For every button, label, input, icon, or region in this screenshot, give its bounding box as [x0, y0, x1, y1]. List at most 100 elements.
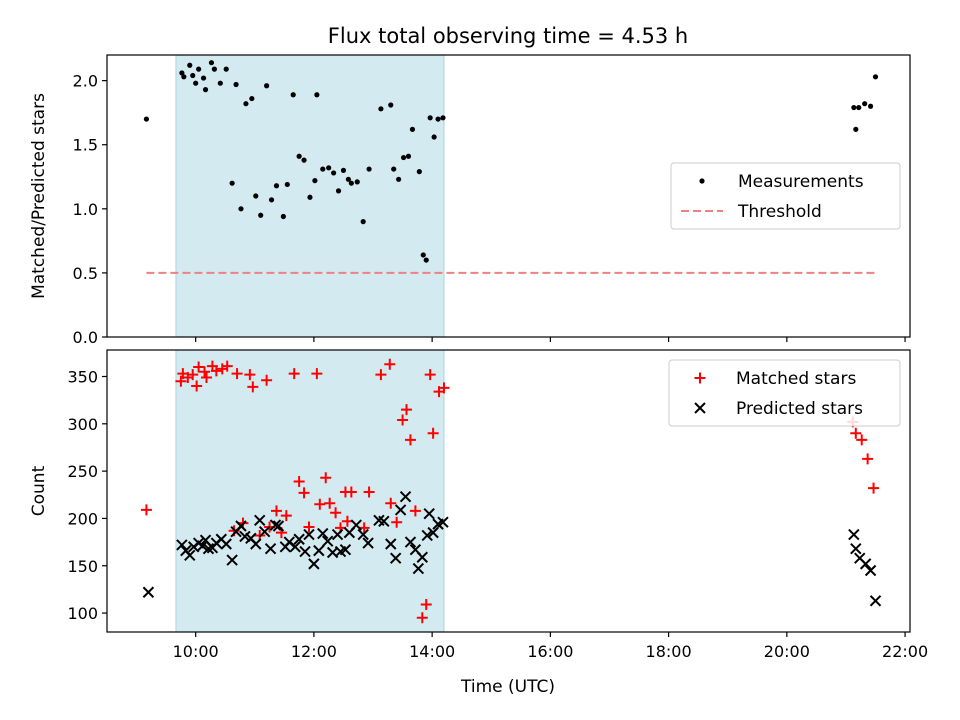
y-axis-label: Matched/Predicted stars: [29, 93, 49, 299]
data-point: [340, 167, 347, 173]
data-point: [296, 153, 302, 159]
data-point: [307, 194, 313, 200]
data-point: [869, 595, 882, 607]
data-point: [280, 510, 292, 522]
legend-box: [670, 162, 901, 230]
legend-marker: [694, 372, 706, 384]
data-point: [140, 504, 152, 516]
data-point: [348, 180, 354, 186]
data-point: [440, 115, 446, 121]
data-point: [220, 538, 232, 550]
data-point: [249, 95, 255, 102]
data-point: [423, 257, 429, 263]
data-point: [261, 374, 273, 386]
data-point: [856, 434, 868, 446]
data-point: [217, 80, 223, 86]
x-tick-label: 18:00: [646, 642, 692, 661]
data-point: [231, 368, 243, 380]
data-point: [250, 538, 262, 550]
data-point: [193, 361, 205, 373]
data-point: [202, 543, 215, 555]
data-point: [290, 92, 296, 98]
data-point: [190, 72, 196, 79]
data-point: [404, 536, 417, 548]
data-point: [301, 157, 307, 163]
data-point: [264, 83, 270, 89]
data-point: [848, 528, 860, 541]
data-point: [208, 60, 215, 66]
data-point: [401, 404, 413, 416]
data-point: [293, 533, 305, 545]
data-point: [142, 586, 155, 598]
data-point: [412, 562, 425, 575]
data-point: [196, 66, 202, 72]
data-point: [211, 66, 217, 72]
data-point: [362, 537, 374, 549]
data-point: [409, 505, 421, 517]
data-point: [335, 188, 342, 194]
y-axis-label: Count: [29, 465, 49, 516]
data-point: [851, 104, 857, 111]
data-point: [385, 538, 397, 550]
data-point: [397, 414, 409, 426]
data-point: [384, 358, 396, 370]
data-point: [868, 482, 880, 494]
data-point: [427, 526, 439, 539]
data-point: [862, 453, 874, 465]
x-tick-label: 14:00: [409, 642, 455, 661]
series-measurements: [143, 60, 879, 263]
count-panel: 100 150 200 250 300 350 10:00 12:00 14:00 16:00 18…: [29, 349, 928, 661]
data-point: [405, 153, 412, 159]
ratio-panel: 0.0 0.5 1.0 1.5 2.0 Matched/Predicted stars Me…: [29, 54, 911, 347]
data-point: [268, 197, 275, 203]
data-point: [437, 516, 449, 528]
data-point: [399, 490, 412, 503]
data-point: [229, 180, 235, 186]
x-tick-label: 22:00: [882, 642, 928, 661]
observing-interval-shade: [175, 350, 444, 632]
data-point: [187, 369, 199, 381]
x-tick-label: 20:00: [764, 642, 810, 661]
legend: Matched stars Predicted stars: [668, 359, 901, 427]
y-tick-label: 0.5: [73, 264, 98, 283]
data-point: [221, 360, 233, 372]
legend-label: Predicted stars: [736, 399, 863, 419]
legend-box: [668, 359, 901, 427]
data-point: [400, 154, 407, 161]
data-point: [341, 515, 353, 527]
x-tick-label: 12:00: [291, 642, 337, 661]
y-tick-label: 2.0: [73, 72, 98, 91]
data-point: [210, 365, 222, 377]
data-point: [244, 369, 256, 381]
data-point: [272, 520, 285, 532]
data-point: [326, 165, 332, 171]
data-point: [258, 212, 264, 218]
data-point: [314, 498, 326, 510]
data-point: [191, 380, 203, 392]
plot-frame: [106, 349, 911, 633]
data-point: [435, 116, 441, 122]
y-tick-label: 350: [67, 367, 98, 386]
x-tick-label: 16:00: [527, 642, 573, 661]
data-point: [856, 104, 862, 111]
data-point: [226, 554, 238, 566]
data-point: [385, 497, 397, 509]
legend-marker: [699, 178, 705, 184]
data-point: [404, 434, 416, 446]
data-point: [427, 427, 439, 439]
data-point: [289, 541, 301, 553]
data-point: [421, 529, 433, 542]
data-point: [184, 549, 196, 562]
data-point: [378, 106, 384, 112]
legend-label: Measurements: [738, 172, 864, 192]
data-point: [416, 612, 428, 624]
data-point: [396, 176, 402, 182]
data-point: [293, 476, 305, 488]
data-point: [238, 206, 244, 212]
data-point: [175, 375, 187, 387]
data-point: [438, 382, 450, 394]
data-point: [247, 381, 259, 393]
data-point: [864, 564, 877, 577]
data-point: [321, 535, 334, 547]
data-point: [420, 252, 426, 258]
